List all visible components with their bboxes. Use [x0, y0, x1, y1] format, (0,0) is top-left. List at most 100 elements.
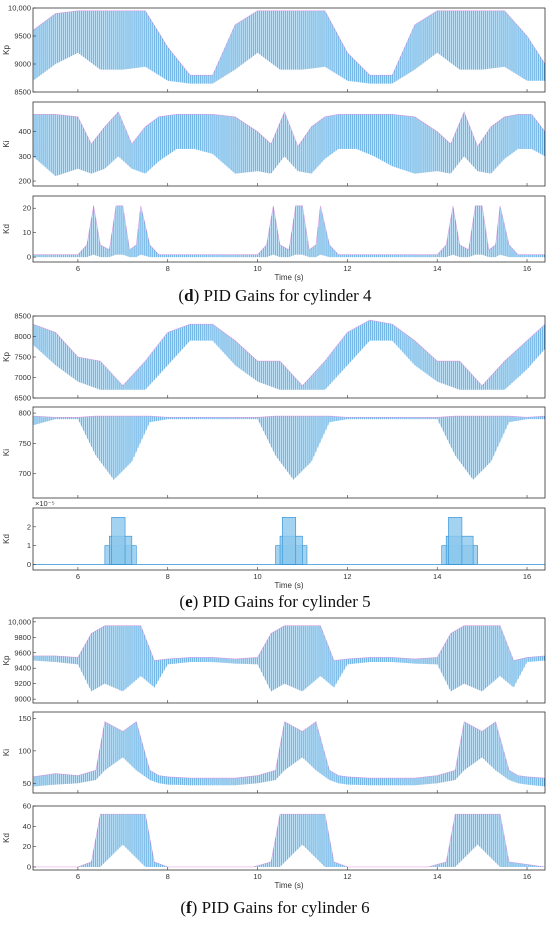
y-axis-label: Ki: [2, 449, 11, 456]
plot-frame: [32, 711, 546, 794]
y-tick-label: 0: [27, 253, 31, 262]
y-tick-label: 9500: [14, 32, 31, 41]
plot-frame: [32, 195, 546, 263]
data-layer: [33, 205, 545, 258]
x-tick-label: 12: [343, 872, 351, 881]
series-oscillation: [33, 320, 545, 390]
plot-frame: [32, 406, 546, 499]
y-axis-label: Ki: [2, 749, 11, 756]
y-tick-label: 10: [23, 228, 31, 237]
kd-step-block: [111, 517, 126, 565]
x-tick-label: 14: [433, 872, 441, 881]
series-envelope: [33, 721, 545, 787]
series-envelope: [33, 814, 545, 867]
y-tick-label: 9000: [14, 695, 31, 704]
y-tick-label: 50: [23, 779, 31, 788]
x-tick-label: 16: [523, 872, 531, 881]
x-tick-label: 10: [253, 264, 261, 273]
caption-e: (e) PID Gains for cylinder 5: [179, 592, 371, 611]
y-axis-label: Kp: [2, 45, 11, 55]
x-axis-label: Time (s): [274, 581, 303, 590]
data-layer: [33, 111, 545, 177]
y-tick-label: 750: [18, 439, 31, 448]
y-tick-label: 9600: [14, 648, 31, 657]
y-tick-label: 9800: [14, 633, 31, 642]
y-tick-label: 20: [23, 204, 31, 213]
y-tick-label: 2: [27, 522, 31, 531]
y-tick-label: 10,000: [8, 4, 31, 13]
y-tick-label: 20: [23, 842, 31, 851]
series-oscillation: [33, 112, 545, 176]
panel-d-kd: 0 10 20 Kd 6 8 10 12 14 16 Time (s): [2, 195, 546, 282]
caption-f: (f) PID Gains for cylinder 6: [180, 898, 370, 917]
data-layer: [33, 813, 545, 868]
data-layer: [33, 721, 545, 787]
panel-e-kp: 6500 7000 7500 8000 8500 Kp: [2, 312, 546, 403]
y-axis-label: Kd: [2, 224, 11, 234]
y-axis-label: Ki: [2, 140, 11, 147]
series-oscillation: [33, 416, 545, 480]
y-tick-label: 800: [18, 409, 31, 418]
kd-step-block: [281, 517, 297, 565]
panel-d-ki: 200 300 400 Ki: [2, 101, 546, 187]
caption-letter: f: [186, 898, 192, 917]
x-tick-label: 16: [523, 264, 531, 273]
y-tick-label: 300: [18, 152, 31, 161]
panel-f-kp: 9000 9200 9400 9600 9800 10,000 Kp: [2, 617, 546, 704]
x-tick-label: 8: [166, 872, 170, 881]
series-oscillation: [33, 10, 545, 84]
plot-frame: [32, 617, 546, 704]
x-tick-label: 6: [76, 264, 80, 273]
y-tick-label: 7000: [14, 373, 31, 382]
y-tick-label: 9400: [14, 664, 31, 673]
y-tick-label: 8500: [14, 312, 31, 321]
series-upper-line: [33, 625, 545, 661]
data-layer: [33, 415, 545, 480]
series-upper-line: [33, 111, 545, 148]
panel-f-ki: 50 100 150 Ki: [2, 711, 546, 794]
series-envelope: [33, 416, 545, 480]
y-tick-label: 400: [18, 127, 31, 136]
y-axis-label: Kd: [2, 534, 11, 544]
x-tick-label: 8: [166, 572, 170, 581]
series-upper-line: [33, 721, 545, 779]
series-oscillation: [33, 625, 545, 692]
y-exponent-label: ×10⁻⁵: [35, 499, 55, 508]
x-tick-label: 12: [343, 264, 351, 273]
y-tick-label: 8000: [14, 332, 31, 341]
y-tick-label: 7500: [14, 353, 31, 362]
series-envelope: [33, 625, 545, 692]
series-upper-line: [33, 10, 545, 76]
caption-d: (d) PID Gains for cylinder 4: [178, 286, 372, 305]
plot-frame: [32, 805, 546, 871]
y-tick-label: 6500: [14, 394, 31, 403]
caption-text: PID Gains for cylinder 6: [197, 898, 370, 917]
series-upper-line: [33, 415, 545, 418]
x-tick-label: 14: [433, 572, 441, 581]
y-tick-label: 60: [23, 802, 31, 811]
x-tick-label: 8: [166, 264, 170, 273]
y-tick-label: 8500: [14, 88, 31, 97]
x-axis-label: Time (s): [274, 881, 303, 890]
data-layer: [33, 625, 545, 692]
series-upper-line: [33, 205, 545, 255]
data-layer: [33, 10, 545, 84]
series-oscillation: [79, 814, 545, 867]
x-tick-label: 12: [343, 572, 351, 581]
y-axis-label: Kd: [2, 833, 11, 843]
caption-text: PID Gains for cylinder 4: [199, 286, 372, 305]
data-layer: [33, 517, 545, 565]
y-tick-label: 10,000: [8, 617, 31, 626]
y-tick-label: 40: [23, 822, 31, 831]
x-tick-label: 10: [253, 872, 261, 881]
plot-frame: [32, 101, 546, 187]
series-upper-line: [33, 813, 545, 868]
x-tick-label: 16: [523, 572, 531, 581]
panel-e-ki: 700 750 800 Ki: [2, 406, 546, 499]
plot-frame: [32, 507, 546, 571]
caption-text: PID Gains for cylinder 5: [198, 592, 371, 611]
y-tick-label: 1: [27, 541, 31, 550]
y-tick-label: 9200: [14, 679, 31, 688]
